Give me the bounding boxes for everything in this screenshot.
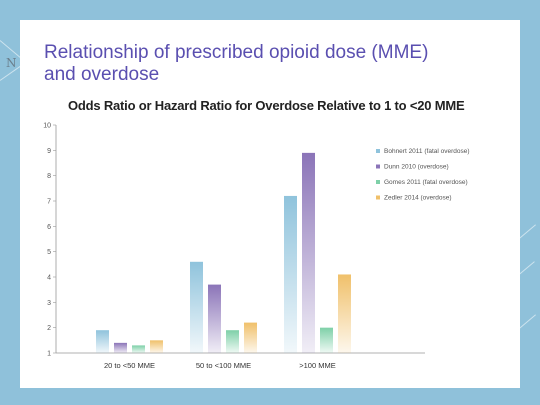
bar [150, 340, 163, 353]
legend-swatch [376, 195, 380, 200]
bar [190, 261, 203, 353]
y-tick-label: 5 [47, 249, 51, 256]
bar [244, 322, 257, 353]
bar [338, 274, 351, 353]
bar-chart: 1 2 3 4 5 6 7 8 9 10 20 to <50 MME 50 to <100 MME >1… [43, 123, 470, 371]
bar [284, 195, 297, 353]
x-category-label: >100 MME [299, 361, 335, 370]
y-tick-label: 8 [47, 173, 51, 180]
y-tick-label: 3 [47, 300, 51, 307]
bar [226, 330, 239, 353]
chart-title: Odds Ratio or Hazard Ratio for Overdose … [68, 98, 465, 113]
legend-swatch [376, 180, 380, 184]
legend-label: Gomes 2011 (fatal overdose) [384, 179, 468, 186]
y-tick-label: 1 [47, 351, 51, 358]
y-tick-label: 6 [47, 224, 51, 231]
bar [132, 345, 145, 353]
slide-panel: Relationship of prescribed opioid dose (… [20, 20, 520, 388]
legend-label: Dunn 2010 (overdose) [384, 164, 449, 171]
legend-swatch [376, 149, 380, 153]
bar [114, 342, 127, 353]
legend-label: Zedler 2014 (overdose) [384, 195, 452, 202]
slide-title: Relationship of prescribed opioid dose (… [44, 42, 429, 85]
y-tick-label: 7 [47, 199, 51, 206]
y-tick-label: 4 [47, 275, 51, 282]
left-margin-mark: N [6, 56, 18, 70]
y-tick-label: 10 [43, 123, 51, 130]
bar [96, 330, 109, 353]
y-tick-label: 2 [47, 325, 51, 332]
bar [302, 152, 315, 353]
bar [208, 284, 221, 353]
x-category-label: 20 to <50 MME [104, 361, 155, 370]
bar [320, 327, 333, 353]
y-tick-label: 9 [47, 148, 51, 155]
legend-swatch [376, 164, 380, 169]
x-category-label: 50 to <100 MME [196, 361, 251, 370]
legend-label: Bohnert 2011 (fatal overdose) [384, 148, 470, 155]
